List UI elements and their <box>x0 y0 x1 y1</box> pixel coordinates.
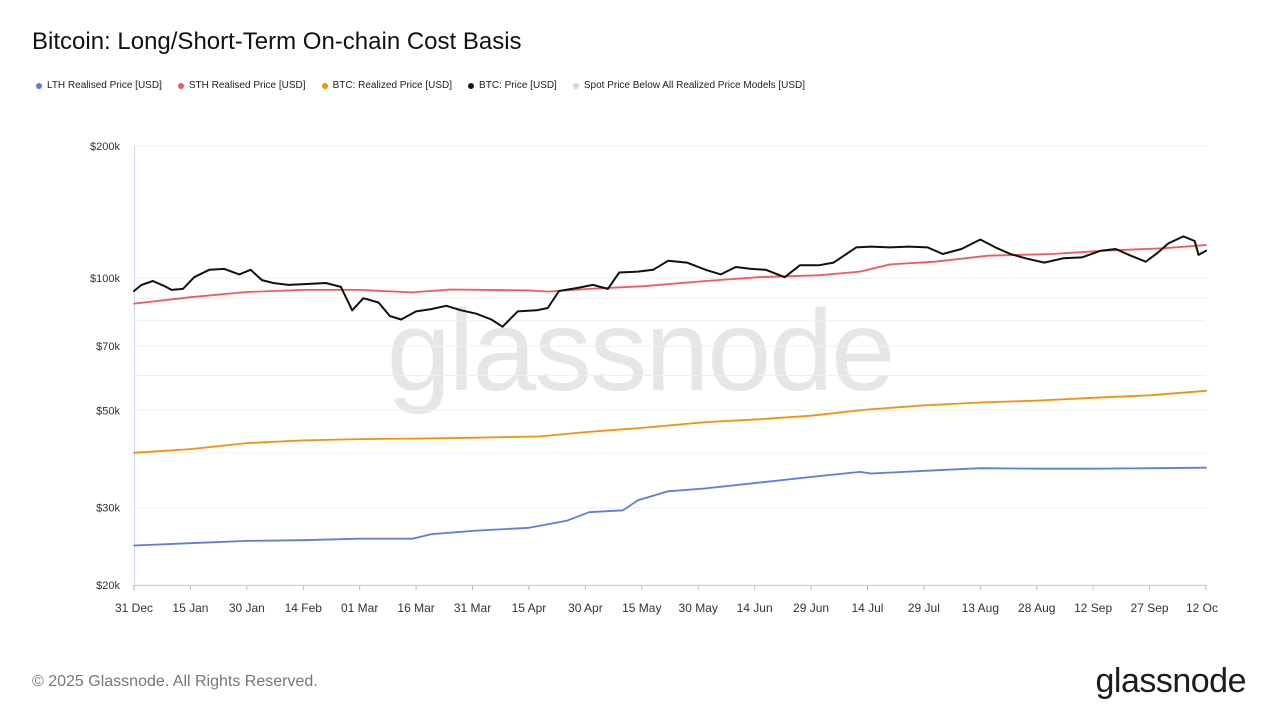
y-tick-label: $50k <box>96 405 120 417</box>
y-tick-label: $100k <box>90 273 120 285</box>
y-axis: $200k $100k $70k $50k $30k $20k <box>90 141 135 592</box>
legend-label: LTH Realised Price [USD] <box>47 80 162 91</box>
x-tick-label: 31 Dec <box>115 601 153 615</box>
legend: LTH Realised Price [USD] STH Realised Pri… <box>36 80 821 91</box>
x-tick-label: 29 Jun <box>793 601 829 615</box>
y-tick-label: $30k <box>96 503 120 515</box>
series-group <box>133 235 1207 547</box>
legend-item[interactable]: BTC: Realized Price [USD] <box>321 80 453 91</box>
y-tick-label: $70k <box>96 341 120 353</box>
x-tick-label: 12 Oc <box>1186 601 1218 615</box>
x-axis: 31 Dec 15 Jan 30 Jan 14 Feb 01 Mar 16 Mar 31 M… <box>115 585 1218 615</box>
series-line-3 <box>133 235 1207 328</box>
legend-dot-icon <box>177 82 184 89</box>
x-tick-label: 14 Jul <box>851 601 883 615</box>
series-line-2 <box>133 389 1207 454</box>
grid-lines <box>134 145 1206 586</box>
x-tick-label: 15 Apr <box>512 601 547 615</box>
x-tick-label: 31 Mar <box>454 601 491 615</box>
chart-title: Bitcoin: Long/Short-Term On-chain Cost B… <box>32 28 522 55</box>
legend-label: BTC: Price [USD] <box>479 80 557 91</box>
series-line-0 <box>133 466 1207 547</box>
x-tick-label: 29 Jul <box>908 601 940 615</box>
x-tick-label: 14 Feb <box>285 601 323 615</box>
brand-logo: glassnode <box>1095 662 1246 700</box>
x-tick-label: 15 Jan <box>172 601 208 615</box>
x-tick-label: 30 Jan <box>229 601 265 615</box>
x-tick-label: 16 Mar <box>397 601 434 615</box>
x-tick-label: 30 May <box>679 601 718 615</box>
x-tick-label: 14 Jun <box>737 601 773 615</box>
legend-label: BTC: Realized Price [USD] <box>332 80 453 91</box>
y-tick-label: $200k <box>90 141 120 153</box>
legend-item[interactable]: LTH Realised Price [USD] <box>36 80 162 91</box>
x-tick-label: 15 May <box>622 601 661 615</box>
legend-item[interactable]: Spot Price Below All Realized Price Mode… <box>572 80 806 91</box>
copyright-footer: © 2025 Glassnode. All Rights Reserved. <box>32 673 318 690</box>
x-tick-label: 01 Mar <box>341 601 378 615</box>
legend-label: STH Realised Price [USD] <box>188 80 306 91</box>
legend-dot-icon <box>572 82 579 89</box>
legend-label: Spot Price Below All Realized Price Mode… <box>583 80 806 91</box>
y-tick-label: $20k <box>96 580 120 592</box>
x-tick-label: 13 Aug <box>962 601 999 615</box>
legend-item[interactable]: STH Realised Price [USD] <box>177 80 306 91</box>
x-tick-label: 30 Apr <box>568 601 603 615</box>
x-tick-label: 28 Aug <box>1018 601 1055 615</box>
series-line-1 <box>133 244 1207 305</box>
legend-dot-icon <box>468 82 475 89</box>
legend-item[interactable]: BTC: Price [USD] <box>468 80 557 91</box>
legend-dot-icon <box>321 82 328 89</box>
x-tick-label: 27 Sep <box>1131 601 1169 615</box>
x-tick-label: 12 Sep <box>1074 601 1112 615</box>
watermark-text: glassnode <box>387 287 893 415</box>
legend-dot-icon <box>36 82 42 89</box>
